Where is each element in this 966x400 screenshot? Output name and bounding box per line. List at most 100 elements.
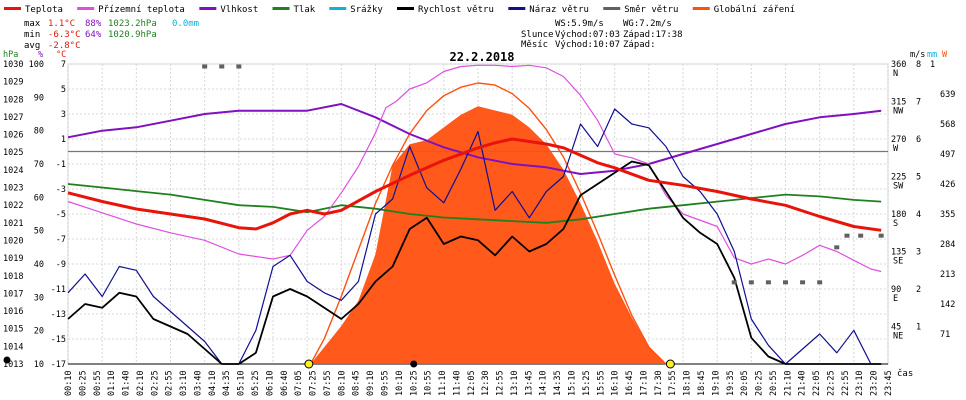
legend-swatch [692, 7, 710, 10]
legend-label: Rychlost větru [418, 5, 494, 15]
tick-hpa: 1023 [3, 184, 23, 194]
tick-time: 14:10 [539, 370, 549, 396]
tick-hpa: 1024 [3, 166, 23, 176]
stat-avg-temp: -2.8°C [48, 41, 81, 51]
sunset-marker [665, 359, 675, 369]
series-point-wind-direction [844, 233, 850, 238]
tick-hpa: 1018 [3, 272, 23, 282]
legend-label: Srážky [350, 5, 383, 15]
stat-min-press: 1020.9hPa [108, 30, 157, 40]
x-axis-label: čas [897, 368, 913, 379]
moon-set: Západ: [623, 40, 656, 50]
tick-time: 14:35 [553, 370, 563, 396]
tick-hpa: 1030 [3, 60, 23, 70]
tick-speed: 5 [916, 173, 921, 183]
chart-title: 22.2.2018 [449, 50, 514, 64]
tick-pct: 40 [34, 260, 44, 270]
tick-time: 00:55 [93, 370, 103, 396]
axis-hpa-unit: hPa [3, 50, 18, 60]
tick-time: 03:40 [193, 370, 203, 396]
series-line-wind-speed [67, 160, 882, 365]
tick-time: 17:10 [639, 370, 649, 396]
legend-label: Vlhkost [220, 5, 258, 15]
axis-rain-unit: mm [927, 50, 937, 60]
tick-speed: 1 [916, 323, 921, 333]
tick-hpa: 1014 [3, 342, 23, 352]
tick-hpa: 1027 [3, 113, 23, 123]
tick-temp: -13 [51, 310, 66, 320]
stat-min-hum: 64% [85, 30, 102, 40]
tick-rad: 639 [940, 90, 955, 100]
tick-pct: 80 [34, 127, 44, 137]
tick-time: 18:45 [697, 370, 707, 396]
tick-time: 07:55 [323, 370, 333, 396]
tick-hpa: 1026 [3, 131, 23, 141]
tick-temp: 7 [61, 60, 66, 70]
tick-temp: -7 [56, 235, 66, 245]
left-axes: hPa % °C [3, 50, 66, 60]
tick-hpa: 1021 [3, 219, 23, 229]
legend-label: Tlak [294, 5, 316, 15]
axis-speed-unit: m/s [910, 50, 925, 60]
tick-time: 19:10 [711, 370, 721, 396]
tick-time: 10:55 [424, 370, 434, 396]
tick-hpa: 1017 [3, 289, 23, 299]
tick-time: 03:10 [179, 370, 189, 396]
axis-pct-unit: % [38, 50, 43, 60]
legend-label: Náraz větru [529, 5, 589, 15]
tick-time: 20:25 [755, 370, 765, 396]
tick-time: 17:30 [654, 370, 664, 396]
wind-ws: WS:5.9m/s [555, 19, 604, 29]
tick-dir-letter: S [893, 219, 898, 229]
tick-time: 22:05 [812, 370, 822, 396]
series-point-wind-direction [783, 280, 788, 285]
tick-dir: 90 [891, 285, 901, 295]
axis-temp-unit: °C [56, 50, 66, 60]
tick-time: 00:25 [78, 370, 88, 396]
tick-hpa: 1016 [3, 307, 23, 317]
tick-dir-letter: W [893, 144, 899, 154]
wind-wg: WG:7.2m/s [623, 19, 672, 29]
series-point-wind-direction [800, 280, 806, 285]
right-axes: m/s mm W [910, 50, 948, 60]
tick-dir: 180 [891, 210, 906, 220]
tick-dir: 360 [891, 60, 906, 70]
tick-time: 23:10 [855, 370, 865, 396]
sun-label: Slunce [521, 30, 554, 40]
tick-rad: 284 [940, 240, 955, 250]
tick-time: 12:55 [496, 370, 506, 396]
tick-temp: -17 [51, 360, 66, 370]
tick-time: 19:35 [726, 370, 736, 396]
tick-hpa: 1029 [3, 78, 23, 88]
tick-time: 00:10 [64, 370, 74, 396]
legend-swatch [4, 7, 21, 10]
tick-temp: -11 [51, 285, 66, 295]
series-point-wind-direction [748, 280, 754, 285]
moon-marker-left [3, 356, 11, 364]
tick-time: 22:55 [841, 370, 851, 396]
legend-label: Přízemní teplota [98, 5, 185, 15]
tick-time: 18:10 [683, 370, 693, 396]
tick-time: 05:10 [237, 370, 247, 396]
tick-rad: 497 [940, 150, 955, 160]
tick-time: 20:55 [769, 370, 779, 396]
series-point-wind-direction [731, 280, 737, 285]
tick-hpa: 1022 [3, 201, 23, 211]
tick-dir-letter: NW [893, 107, 904, 117]
legend-label: Teplota [25, 5, 63, 15]
tick-speed: 4 [916, 210, 921, 220]
tick-time: 15:25 [582, 370, 592, 396]
tick-time: 13:45 [524, 370, 534, 396]
stat-max-label: max [24, 19, 41, 29]
tick-temp: -9 [56, 260, 66, 270]
tick-speed: 8 [916, 60, 921, 70]
tick-hpa: 1015 [3, 325, 23, 335]
tick-time: 17:55 [668, 370, 678, 396]
tick-dir: 315 [891, 98, 906, 108]
tick-rad: 568 [940, 120, 955, 130]
tick-temp: 1 [61, 135, 66, 145]
legend-swatch [77, 7, 95, 10]
tick-time: 02:25 [150, 370, 160, 396]
tick-time: 06:10 [265, 370, 275, 396]
